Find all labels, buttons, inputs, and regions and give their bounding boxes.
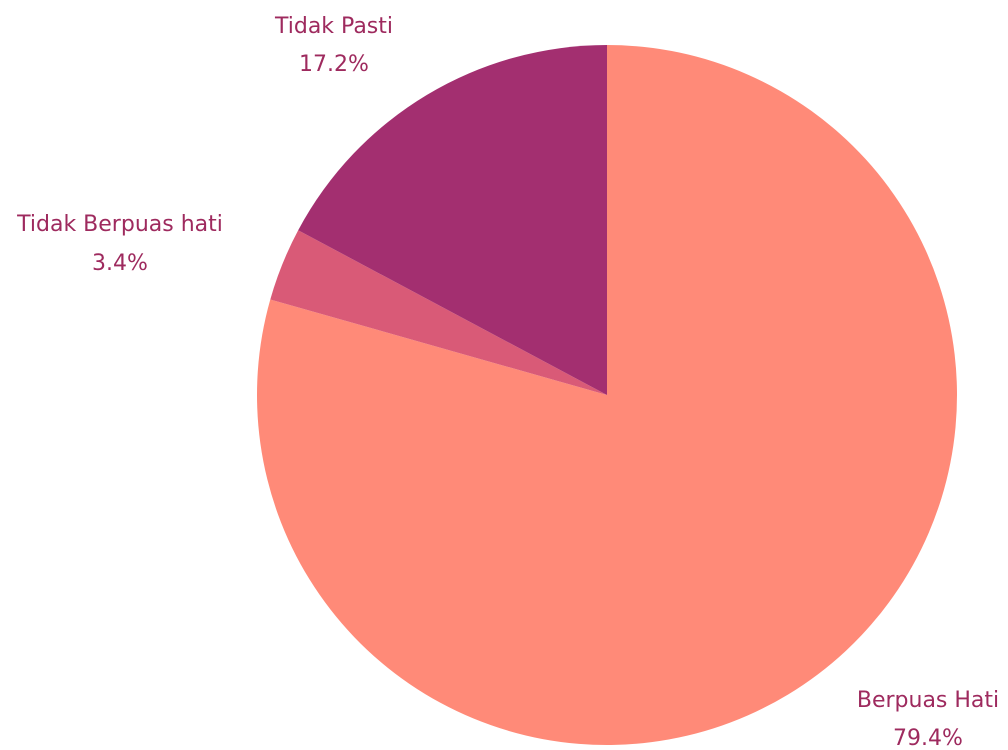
label-tidak-berpuas-hati-name: Tidak Berpuas hati <box>16 212 223 237</box>
label-berpuas-hati-name: Berpuas Hati <box>857 688 999 713</box>
pie-slice-tidak-pasti <box>298 45 607 395</box>
label-berpuas-hati-percent: 79.4% <box>893 726 963 750</box>
pie-slice-berpuas-hati <box>257 45 958 745</box>
label-tidak-berpuas-hati-percent: 3.4% <box>92 251 148 276</box>
label-tidak-pasti-percent: 17.2% <box>299 52 369 77</box>
pie-slice-tidak-berpuas-hati <box>270 230 607 395</box>
pie-slices <box>257 45 958 745</box>
label-tidak-pasti-name: Tidak Pasti <box>274 14 393 39</box>
